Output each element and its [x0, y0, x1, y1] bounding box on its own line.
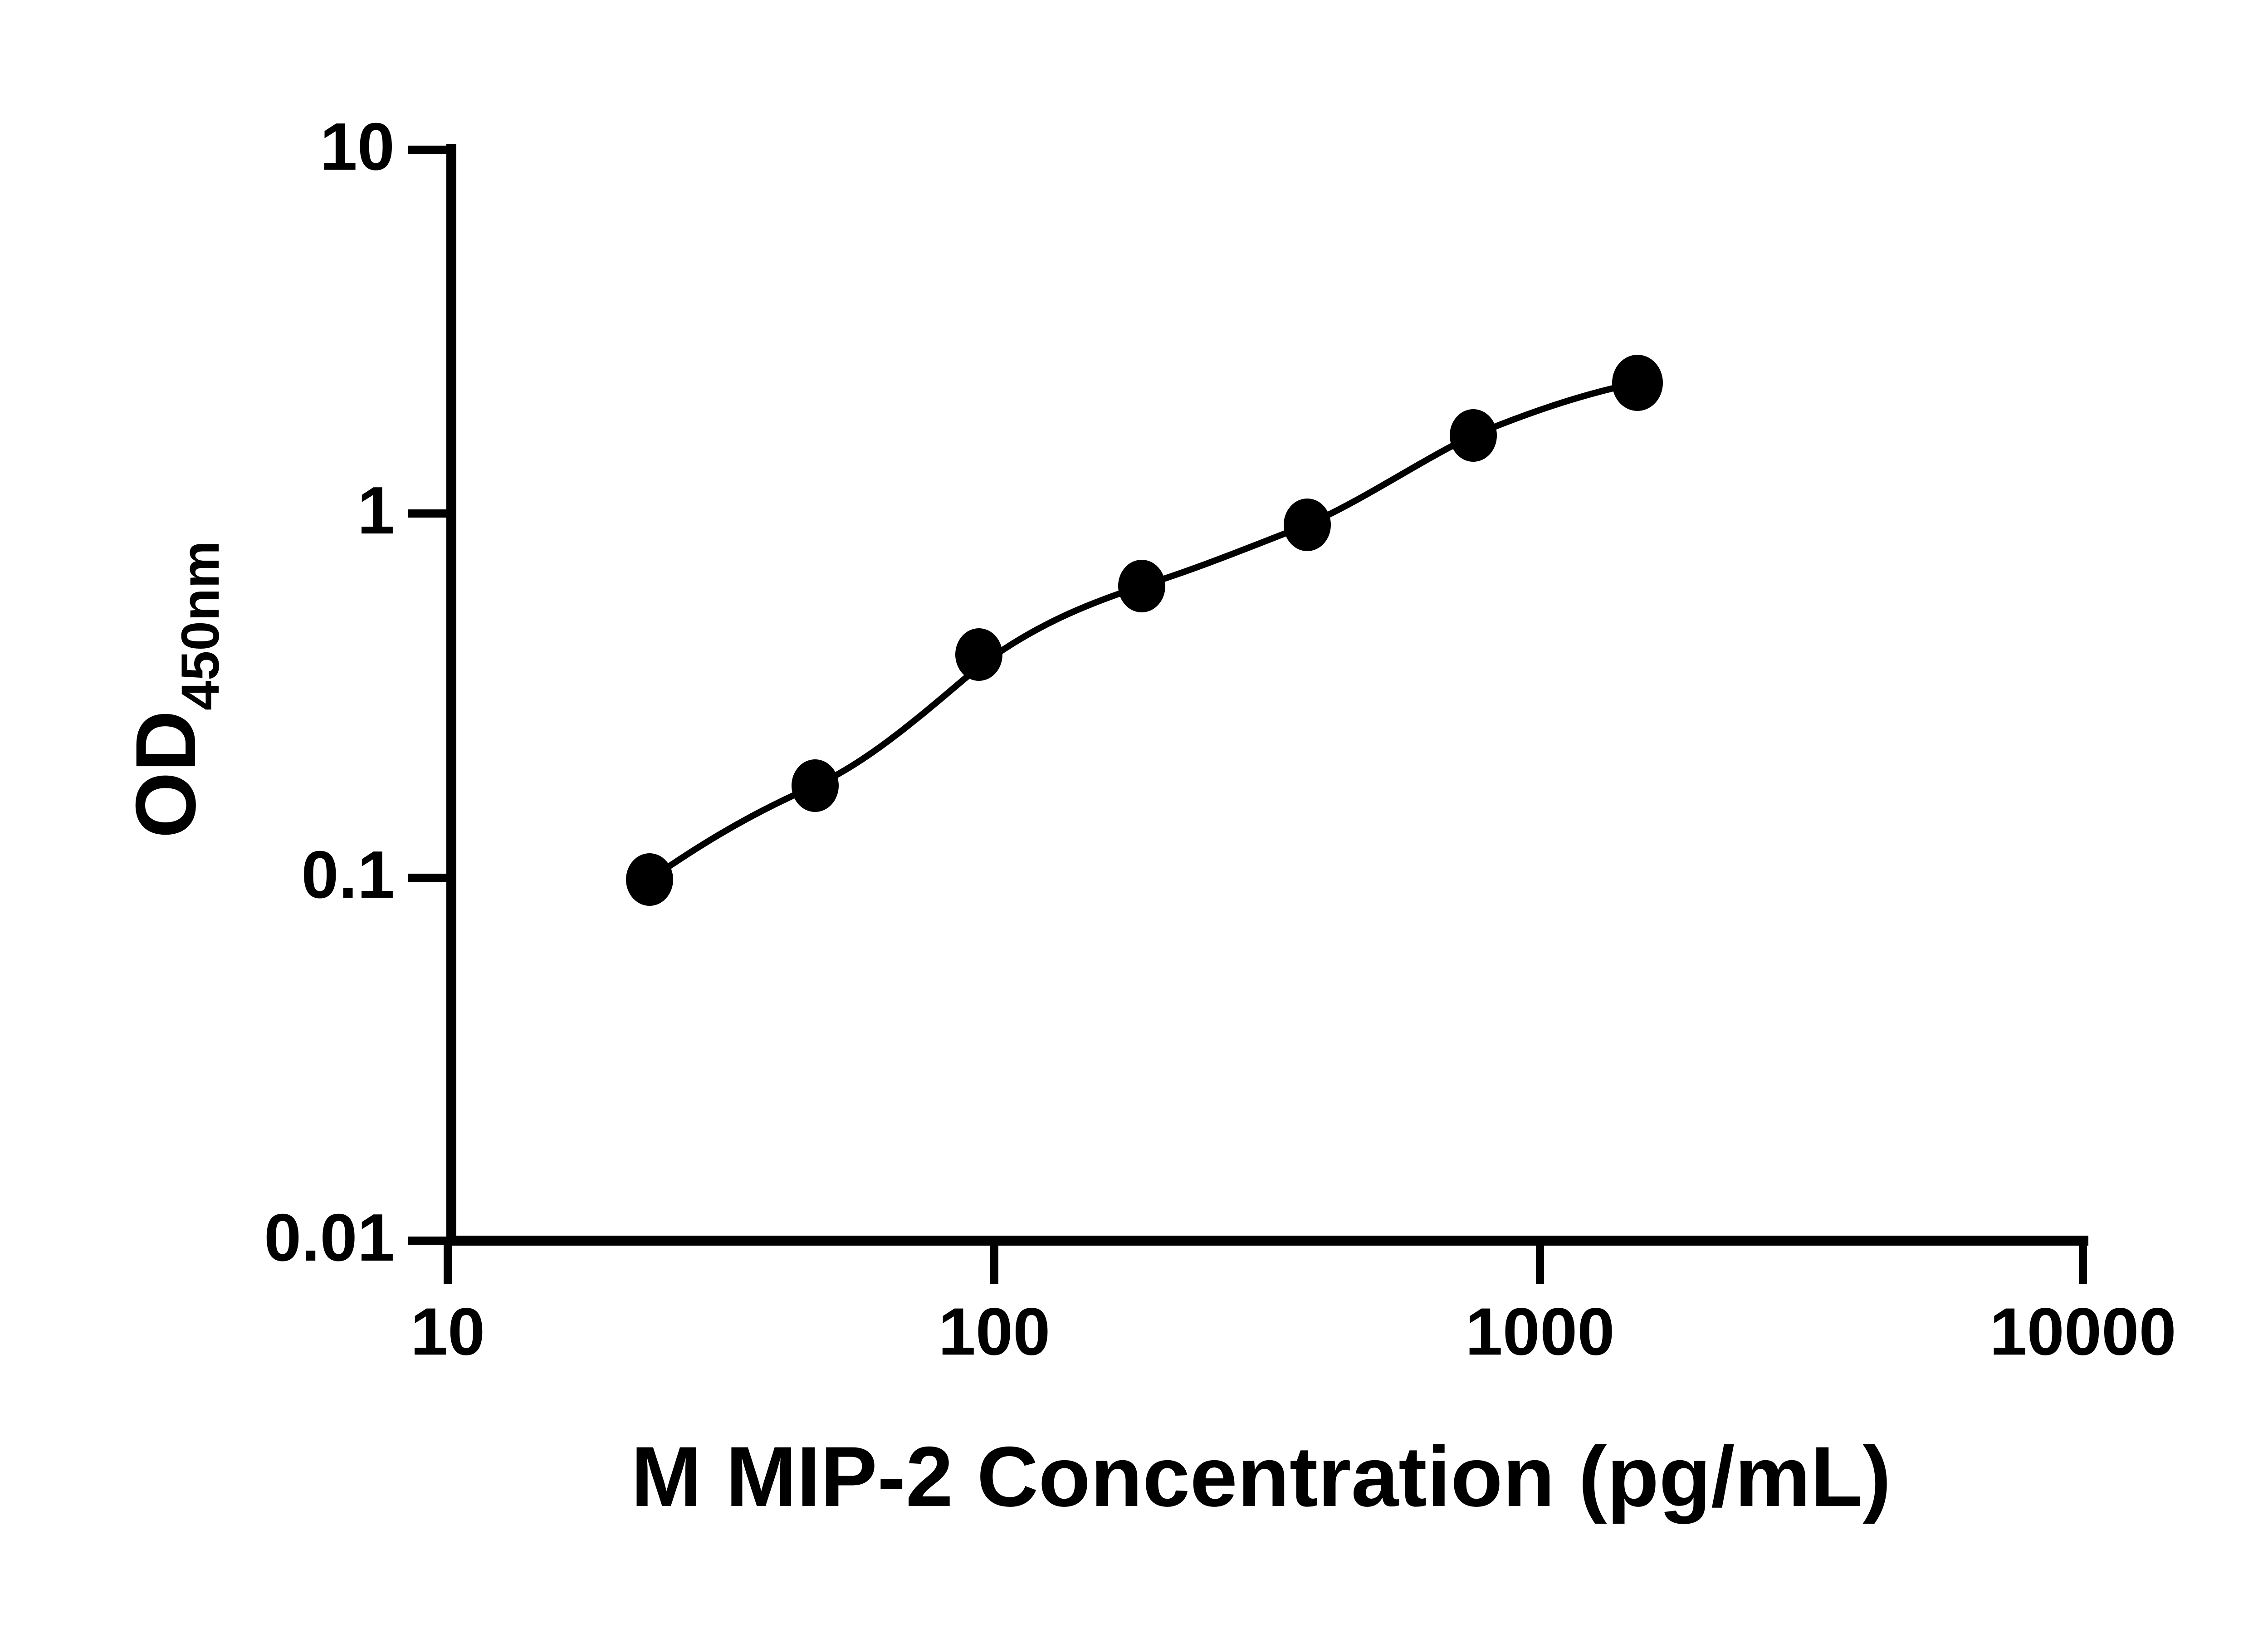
- y-tick-label-0.01: 0.01: [264, 1200, 395, 1275]
- y-tick-label-0.1: 0.1: [301, 837, 395, 912]
- data-point[interactable]: [1450, 409, 1497, 462]
- x-tick-label-10000: 10000: [1989, 1294, 2176, 1369]
- y-tick-label-1: 1: [357, 473, 395, 548]
- data-point[interactable]: [1612, 355, 1663, 411]
- axis-group: [446, 144, 2088, 1246]
- data-point[interactable]: [1118, 560, 1165, 612]
- y-axis-title-main: OD: [118, 710, 213, 838]
- fit-curve: [646, 380, 1641, 883]
- y-tick-label-10: 10: [320, 109, 395, 184]
- x-tick-label-10: 10: [411, 1294, 485, 1369]
- data-point-group: [626, 355, 1663, 906]
- x-tick-label-100: 100: [938, 1294, 1051, 1369]
- y-tick-labels: 10 1 0.1 0.01: [264, 109, 395, 1275]
- data-point[interactable]: [955, 628, 1002, 681]
- x-tick-group: [444, 1241, 2087, 1284]
- y-axis-title: OD450nm: [118, 541, 230, 838]
- y-axis-title-subscript: 450nm: [171, 541, 230, 710]
- y-axis-title-text: OD450nm: [118, 541, 230, 838]
- data-point[interactable]: [626, 853, 673, 906]
- data-point[interactable]: [792, 759, 839, 812]
- x-axis-title: M MIP-2 Concentration (pg/mL): [631, 1429, 1891, 1524]
- x-tick-labels: 10 100 1000 10000: [411, 1294, 2176, 1369]
- y-tick-group: [408, 146, 451, 1245]
- x-tick-label-1000: 1000: [1465, 1294, 1614, 1369]
- data-point[interactable]: [1284, 499, 1331, 551]
